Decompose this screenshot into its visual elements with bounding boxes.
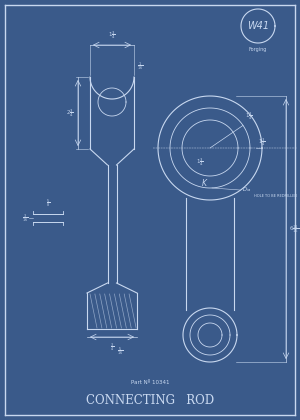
Text: $2\frac{3}{4}$: $2\frac{3}{4}$ [66,107,74,119]
Text: $6\frac{11}{16}$: $6\frac{11}{16}$ [289,223,299,235]
Text: HOLE TO BE REDRILLED: HOLE TO BE REDRILLED [254,194,297,198]
Text: $\frac{5}{16}$: $\frac{5}{16}$ [117,345,123,357]
Text: $1\frac{3}{4}$: $1\frac{3}{4}$ [258,136,266,148]
Text: CONNECTING   ROD: CONNECTING ROD [86,394,214,407]
Text: K: K [202,179,206,188]
Text: $\frac{5}{8}$: $\frac{5}{8}$ [46,197,50,209]
Text: $D_{ia}$: $D_{ia}$ [242,186,251,194]
Text: $1\frac{3}{4}$: $1\frac{3}{4}$ [245,111,253,122]
Text: $1\frac{3}{4}$: $1\frac{3}{4}$ [196,156,204,168]
Text: $\frac{1}{16}$: $\frac{1}{16}$ [137,60,143,72]
Text: Forging: Forging [249,47,267,52]
Text: W41: W41 [247,21,269,31]
Text: Part Nº 10341: Part Nº 10341 [131,380,169,384]
Text: $\frac{3}{4}$: $\frac{3}{4}$ [110,341,114,352]
Text: $\frac{3}{16}$: $\frac{3}{16}$ [22,212,28,224]
Text: $1\frac{3}{4}$: $1\frac{3}{4}$ [108,29,116,41]
